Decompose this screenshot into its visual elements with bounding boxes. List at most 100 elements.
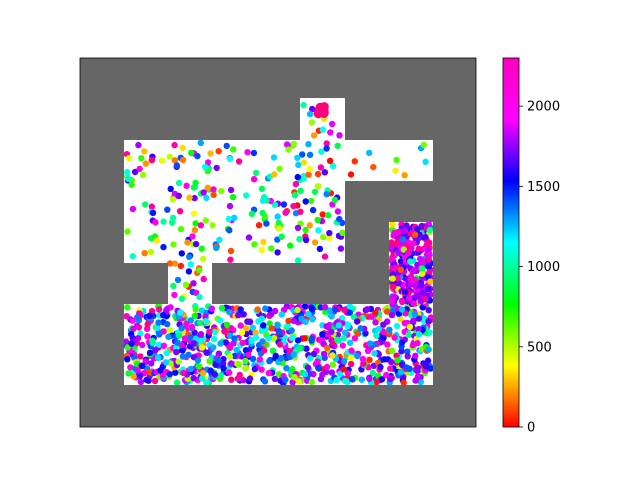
data-point xyxy=(305,310,312,318)
data-point xyxy=(217,372,224,379)
data-point xyxy=(406,295,413,302)
data-point xyxy=(179,156,187,164)
data-point xyxy=(226,155,234,163)
data-point xyxy=(215,356,222,364)
data-point xyxy=(187,317,194,324)
data-point xyxy=(191,312,198,319)
data-point xyxy=(302,236,310,244)
data-point xyxy=(274,322,281,329)
data-point xyxy=(124,338,130,345)
data-point xyxy=(380,334,387,342)
data-point xyxy=(354,352,361,360)
data-point xyxy=(398,297,406,305)
data-point xyxy=(130,373,137,380)
data-point xyxy=(179,144,186,151)
data-point xyxy=(172,369,179,376)
data-point xyxy=(417,379,424,385)
data-point xyxy=(366,340,374,347)
data-point xyxy=(201,163,209,171)
data-point xyxy=(249,355,257,363)
data-point xyxy=(353,318,361,325)
data-point xyxy=(237,306,244,313)
data-point xyxy=(222,339,229,346)
data-point xyxy=(329,120,336,128)
data-point xyxy=(155,319,162,326)
data-point xyxy=(309,206,317,214)
data-point xyxy=(248,337,255,345)
data-point xyxy=(318,148,325,155)
data-point xyxy=(166,260,174,267)
data-point xyxy=(167,185,174,193)
data-point xyxy=(196,319,204,327)
data-point xyxy=(227,186,235,194)
data-point xyxy=(249,324,257,332)
scatter-points xyxy=(124,101,433,385)
data-point xyxy=(270,154,278,161)
data-point xyxy=(337,245,345,252)
data-point xyxy=(271,375,279,383)
data-point xyxy=(200,275,207,283)
data-point xyxy=(142,160,150,167)
data-point xyxy=(309,316,316,323)
data-point xyxy=(146,312,153,319)
data-point xyxy=(297,187,304,194)
data-point xyxy=(124,169,131,176)
data-point xyxy=(154,354,162,362)
data-point xyxy=(270,335,278,342)
data-point xyxy=(148,307,156,315)
data-point xyxy=(177,225,185,233)
data-point xyxy=(418,270,426,277)
data-point xyxy=(268,245,275,252)
data-point xyxy=(139,362,146,370)
data-point xyxy=(387,245,395,252)
data-point xyxy=(411,277,418,284)
data-point xyxy=(415,315,422,322)
data-point xyxy=(272,307,279,315)
data-point xyxy=(194,152,201,160)
data-point xyxy=(323,140,330,147)
data-point xyxy=(328,328,335,336)
data-point xyxy=(166,371,173,378)
data-point xyxy=(308,304,315,311)
data-point xyxy=(425,251,433,258)
data-point xyxy=(402,288,409,295)
data-point xyxy=(226,353,233,360)
data-point xyxy=(188,323,196,331)
data-point xyxy=(326,229,333,237)
data-point xyxy=(139,341,146,349)
data-point xyxy=(190,210,198,217)
data-point xyxy=(195,363,203,370)
data-point xyxy=(251,365,259,373)
data-point xyxy=(213,244,220,251)
data-point xyxy=(340,366,347,373)
data-point xyxy=(302,198,309,205)
data-point xyxy=(124,313,130,320)
data-point xyxy=(265,334,272,342)
data-point xyxy=(277,354,285,362)
data-point xyxy=(344,370,351,377)
data-point xyxy=(334,336,341,343)
data-point xyxy=(323,145,330,152)
data-point xyxy=(406,323,414,330)
data-point xyxy=(285,146,292,153)
data-point xyxy=(226,369,233,376)
data-point xyxy=(294,337,302,344)
data-point xyxy=(185,268,193,275)
data-point xyxy=(326,157,334,164)
data-point xyxy=(175,179,183,187)
data-point xyxy=(291,374,298,381)
data-point xyxy=(190,340,197,347)
data-point xyxy=(329,361,337,368)
data-point xyxy=(146,349,154,356)
data-point xyxy=(301,303,309,310)
data-point xyxy=(387,375,394,383)
data-point xyxy=(425,263,432,270)
data-point xyxy=(269,347,277,354)
data-point xyxy=(417,298,425,305)
data-point xyxy=(305,171,312,178)
data-point xyxy=(228,376,235,383)
data-point xyxy=(334,142,341,149)
data-point xyxy=(209,222,216,229)
data-point xyxy=(144,321,151,328)
data-point xyxy=(197,337,204,345)
